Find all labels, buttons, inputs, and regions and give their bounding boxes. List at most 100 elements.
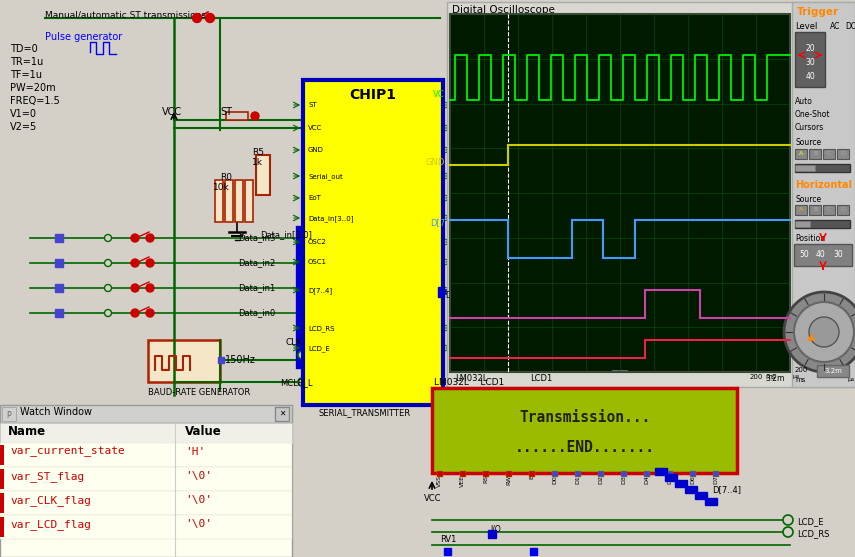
Text: D[7..4]: D[7..4] — [308, 287, 332, 294]
Bar — [2, 407, 16, 421]
Bar — [598, 471, 604, 477]
Text: VEE: VEE — [460, 475, 465, 487]
Circle shape — [251, 112, 259, 120]
Text: GND: GND — [426, 158, 445, 167]
Text: Data_in1: Data_in1 — [238, 283, 275, 292]
Text: Data_in3: Data_in3 — [238, 233, 275, 242]
Text: ST: ST — [308, 102, 316, 108]
Bar — [438, 287, 444, 297]
Text: LM032L    LCD1: LM032L LCD1 — [434, 378, 504, 387]
Text: 10k: 10k — [213, 183, 230, 192]
Circle shape — [131, 309, 139, 317]
Circle shape — [146, 234, 154, 242]
Bar — [55, 309, 63, 317]
Bar — [0, 467, 292, 491]
Text: var_ST_flag: var_ST_flag — [10, 471, 85, 482]
Text: Manual/automatic ST transmissions: Manual/automatic ST transmissions — [45, 10, 206, 19]
Bar — [455, 99, 469, 111]
Bar — [148, 340, 220, 382]
Text: ────: ──── — [611, 368, 628, 374]
Bar — [444, 548, 451, 555]
Text: VC: VC — [457, 102, 467, 108]
Bar — [665, 474, 677, 481]
Text: Cursors: Cursors — [795, 123, 824, 132]
Bar — [437, 471, 443, 477]
Text: FREQ=1.5: FREQ=1.5 — [10, 96, 60, 106]
Text: GND: GND — [308, 147, 324, 153]
Bar — [809, 205, 821, 215]
Text: LCD_E: LCD_E — [308, 345, 330, 352]
Text: VSS: VSS — [437, 475, 442, 487]
Text: Digital Oscilloscope: Digital Oscilloscope — [452, 5, 555, 15]
Text: VCC: VCC — [424, 494, 441, 503]
Text: 20: 20 — [805, 44, 815, 53]
Text: p: p — [7, 409, 11, 418]
Bar — [55, 259, 63, 267]
Text: V1=0: V1=0 — [10, 109, 37, 119]
Bar — [685, 486, 697, 493]
Circle shape — [298, 378, 306, 386]
Bar — [55, 234, 63, 242]
Text: OSC2: OSC2 — [308, 239, 327, 245]
Bar — [0, 423, 292, 557]
Circle shape — [131, 284, 139, 292]
Text: 30: 30 — [805, 58, 815, 67]
Text: D3: D3 — [621, 475, 626, 484]
Bar — [621, 471, 627, 477]
Bar — [55, 284, 63, 292]
Text: D[7: D[7 — [430, 218, 445, 227]
Bar — [0, 493, 4, 513]
Bar — [795, 164, 850, 172]
Circle shape — [192, 13, 202, 22]
Bar — [447, 2, 855, 387]
Text: X: X — [456, 100, 462, 109]
Text: var_current_state: var_current_state — [10, 447, 125, 457]
Bar — [713, 471, 719, 477]
Text: TD=0: TD=0 — [10, 44, 38, 54]
Bar — [795, 32, 825, 87]
Bar — [0, 445, 4, 465]
Bar — [0, 443, 292, 467]
Circle shape — [783, 515, 793, 525]
Bar — [0, 423, 292, 443]
Circle shape — [809, 317, 839, 347]
Circle shape — [104, 285, 111, 291]
Circle shape — [104, 260, 111, 266]
Text: R5: R5 — [252, 148, 264, 157]
Bar — [837, 205, 849, 215]
Bar — [275, 407, 289, 421]
Text: Horizontal: Horizontal — [795, 180, 852, 190]
Bar — [225, 180, 233, 222]
Text: RS: RS — [483, 475, 488, 483]
Bar — [655, 468, 667, 475]
Text: 'H': 'H' — [185, 447, 205, 457]
Bar — [226, 112, 248, 120]
Text: Data_in[3.0]: Data_in[3.0] — [260, 230, 312, 239]
Text: ms: ms — [765, 374, 775, 380]
Bar — [529, 471, 535, 477]
Text: OSC1: OSC1 — [308, 259, 327, 265]
Text: '\0': '\0' — [185, 495, 212, 505]
Text: 150Hz: 150Hz — [225, 355, 256, 365]
Text: var_LCD_flag: var_LCD_flag — [10, 519, 91, 530]
Bar — [809, 149, 821, 159]
Bar — [823, 149, 835, 159]
Circle shape — [146, 284, 154, 292]
Circle shape — [298, 351, 306, 359]
Text: Transmission...: Transmission... — [519, 410, 650, 425]
Bar — [792, 2, 855, 387]
Bar — [823, 205, 835, 215]
Text: CLK: CLK — [285, 338, 302, 347]
Text: A: A — [799, 151, 803, 156]
Circle shape — [104, 310, 111, 316]
Text: AC: AC — [830, 22, 840, 31]
Text: TF=1u: TF=1u — [10, 70, 42, 80]
Bar — [795, 221, 810, 227]
Bar — [460, 471, 466, 477]
Circle shape — [146, 309, 154, 317]
Text: 40: 40 — [805, 72, 815, 81]
Text: Source: Source — [795, 195, 821, 204]
Circle shape — [131, 234, 139, 242]
Bar — [817, 365, 849, 377]
Circle shape — [146, 259, 154, 267]
